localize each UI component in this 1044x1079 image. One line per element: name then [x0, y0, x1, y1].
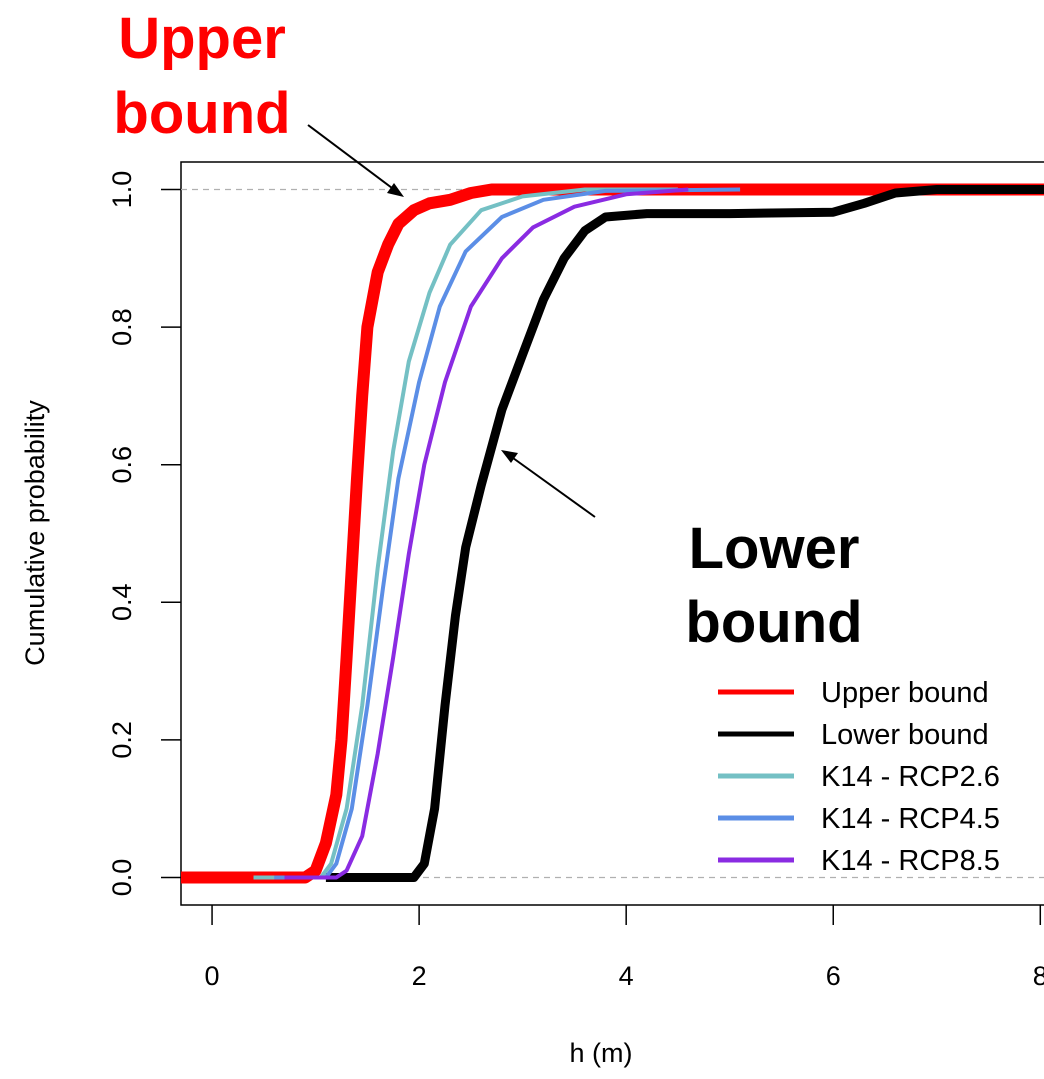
y-axis-label: Cumulative probability — [20, 400, 50, 666]
y-tick-label-4: 0.8 — [107, 308, 137, 346]
legend-label-3: K14 - RCP4.5 — [821, 803, 1000, 835]
legend-label-2: K14 - RCP2.6 — [821, 761, 1000, 793]
series-line-0 — [181, 183, 1044, 884]
annotation-upper-line2: bound — [113, 81, 290, 146]
y-tick-label-1: 0.2 — [107, 721, 137, 759]
x-tick-label-1: 2 — [412, 961, 427, 991]
legend-label-4: K14 - RCP8.5 — [821, 845, 1000, 877]
y-axis: 0.0 0.2 0.4 0.6 0.8 1.0 — [107, 171, 181, 897]
plot-frame — [180, 161, 1044, 906]
annotation-lower-line1: Lower — [689, 516, 860, 581]
series-line-4 — [284, 187, 689, 880]
x-axis: 0 2 4 6 8 — [205, 905, 1044, 991]
legend-label-1: Lower bound — [821, 719, 989, 751]
y-tick-label-0: 0.0 — [107, 859, 137, 897]
series-line-2 — [253, 187, 678, 880]
y-tick-label-3: 0.6 — [107, 446, 137, 484]
x-tick-label-2: 4 — [619, 961, 634, 991]
annotation-lower-line2: bound — [685, 590, 862, 655]
legend: Upper bound Lower bound K14 - RCP2.6 K14 - … — [718, 677, 1000, 877]
annotation-upper-arrow — [307, 124, 404, 197]
y-tick-label-2: 0.4 — [107, 584, 137, 622]
x-tick-label-0: 0 — [205, 961, 220, 991]
x-tick-label-4: 8 — [1033, 961, 1044, 991]
series-layer — [181, 183, 1044, 884]
annotation-upper-line1: Upper — [118, 6, 286, 71]
series-line-3 — [274, 187, 741, 880]
series-line-1 — [325, 185, 1044, 882]
annotation-lower-arrow — [501, 450, 596, 518]
x-tick-label-3: 6 — [826, 961, 841, 991]
y-tick-label-5: 1.0 — [107, 171, 137, 209]
legend-label-0: Upper bound — [821, 677, 989, 709]
x-axis-label: h (m) — [570, 1038, 633, 1068]
